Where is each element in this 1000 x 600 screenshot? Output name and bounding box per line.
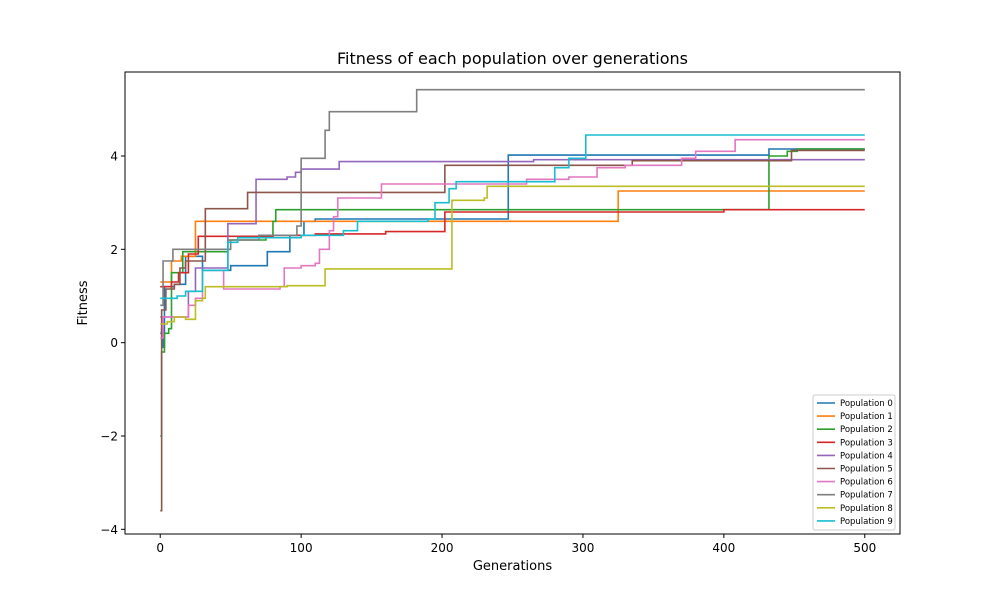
- legend-label: Population 4: [840, 451, 893, 461]
- legend-label: Population 7: [840, 491, 893, 501]
- y-tick-label: 2: [110, 243, 118, 257]
- y-tick-label: 0: [110, 336, 118, 350]
- series-line-population-8: [160, 185, 865, 325]
- legend: Population 0 Population 1 Population 2 Popu…: [812, 394, 896, 531]
- legend-label: Population 5: [840, 465, 893, 475]
- x-axis: 0 100 200 300 400 500: [156, 534, 876, 555]
- x-tick-label: 400: [712, 541, 735, 555]
- x-tick-label: 0: [156, 541, 164, 555]
- legend-label: Population 0: [840, 399, 893, 409]
- y-tick-label: 4: [110, 150, 118, 164]
- x-tick-label: 200: [431, 541, 454, 555]
- x-tick-label: 100: [290, 541, 313, 555]
- x-tick-label: 500: [853, 541, 876, 555]
- series-line-population-7: [160, 88, 865, 307]
- plot-frame: [124, 71, 901, 535]
- x-tick-label: 300: [572, 541, 595, 555]
- chart-title: Fitness of each population over generati…: [337, 49, 688, 68]
- legend-label: Population 9: [840, 517, 893, 527]
- y-axis: −4 −2 0 2 4: [100, 150, 125, 537]
- legend-label: Population 1: [840, 412, 893, 422]
- series-line-population-5: [160, 149, 865, 512]
- plot-area: [160, 88, 865, 512]
- y-tick-label: −4: [100, 523, 118, 537]
- y-axis-label: Fitness: [76, 280, 91, 325]
- legend-label: Population 8: [840, 504, 893, 514]
- legend-label: Population 6: [840, 478, 893, 488]
- x-axis-label: Generations: [473, 559, 553, 574]
- y-tick-label: −2: [100, 430, 118, 444]
- series-line-population-9: [160, 134, 865, 300]
- legend-label: Population 2: [840, 425, 893, 435]
- legend-label: Population 3: [840, 438, 893, 448]
